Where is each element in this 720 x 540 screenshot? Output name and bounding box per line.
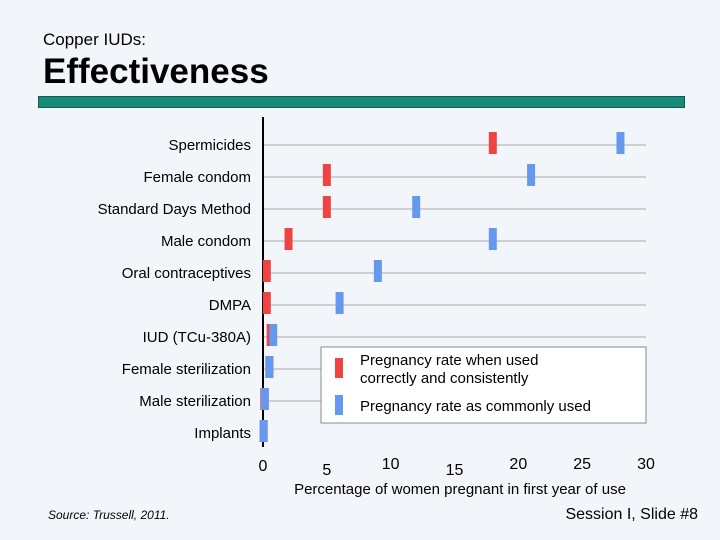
x-tick-label: 10 [382,456,400,473]
typical-use-marker [527,164,536,186]
source-citation: Source: Trussell, 2011. [48,508,170,522]
slide-subtitle: Copper IUDs: [43,30,146,49]
category-label: Male sterilization [139,393,251,410]
category-label: Oral contraceptives [122,265,251,282]
category-label: Male condom [161,233,251,250]
category-label: Female condom [143,169,251,186]
category-label: DMPA [209,297,251,314]
category-label: Female sterilization [122,361,251,378]
typical-use-marker [260,388,269,410]
category-label: IUD (TCu-380A) [143,329,251,346]
category-label: Standard Days Method [98,201,251,218]
x-tick-label: 5 [322,462,331,479]
typical-use-marker [265,356,274,378]
category-label: Spermicides [168,137,251,154]
legend-box [320,346,647,424]
correct-use-marker [322,164,331,186]
x-tick-label: 15 [446,462,464,479]
correct-use-marker [284,228,293,250]
legend-label: Pregnancy rate when used [360,352,538,369]
correct-use-marker [322,196,331,218]
title-underline-bar [38,96,685,108]
legend-label: Pregnancy rate as commonly used [360,398,591,415]
typical-use-marker [412,196,421,218]
typical-use-marker [616,132,625,154]
typical-use-marker [335,292,344,314]
typical-use-marker [373,260,382,282]
correct-use-marker [262,292,271,314]
typical-use-marker [488,228,497,250]
x-tick-label: 20 [509,456,527,473]
slide-number: Session I, Slide #8 [565,506,698,523]
legend-swatch-correct-use [335,358,343,378]
x-axis-label: Percentage of women pregnant in first ye… [294,481,626,498]
x-tick-label: 25 [573,456,591,473]
slide-title: Effectiveness [43,52,269,91]
typical-use-marker [269,324,278,346]
correct-use-marker [262,260,271,282]
legend-label: correctly and consistently [360,370,529,387]
category-label: Implants [194,425,251,442]
x-tick-label: 30 [637,456,655,473]
correct-use-marker [488,132,497,154]
typical-use-marker [259,420,268,442]
x-tick-label: 0 [259,458,268,475]
legend-swatch-typical-use [335,395,343,415]
